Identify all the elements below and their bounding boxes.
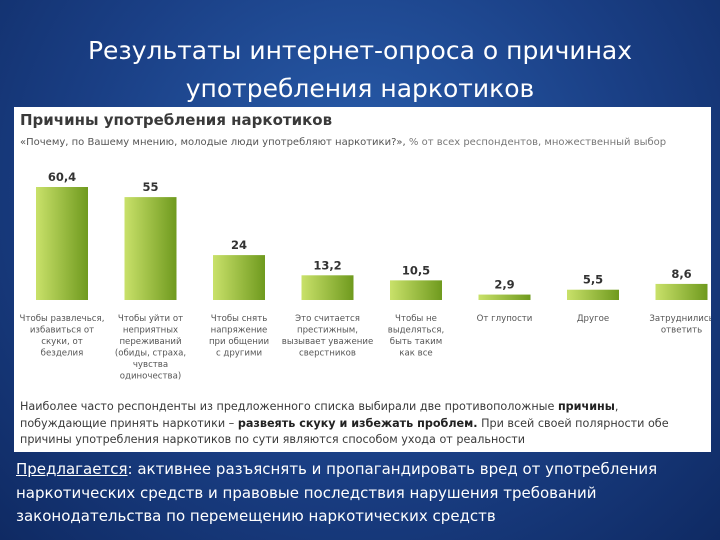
note-bold-2: развеять скуку и избежать проблем. — [237, 416, 478, 430]
bar-value-label-6: 2,9 — [494, 278, 514, 292]
chart-panel: Причины употребления наркотиков «Почему,… — [14, 107, 711, 452]
bar-4 — [301, 275, 354, 300]
note-part-3: При всей своей полярности обе причины уп… — [20, 416, 669, 447]
bar-1 — [36, 187, 88, 300]
bar-value-label-2: 55 — [142, 180, 158, 194]
bar-5 — [390, 280, 442, 300]
bar-value-label-5: 10,5 — [402, 263, 430, 277]
category-label-1: Чтобы развлечься, избавиться от скуки, от б… — [20, 314, 105, 359]
note-bold-1: причины — [557, 400, 615, 413]
category-label-3: Чтобы снять напряжение при общении с другим… — [209, 314, 269, 359]
bar-2 — [124, 197, 177, 300]
bar-value-label-7: 5,5 — [583, 273, 603, 287]
slide-title-line-2: употребления наркотиков — [185, 74, 535, 103]
bar-value-label-1: 60,4 — [48, 170, 76, 184]
category-label-2: Чтобы уйти от неприятных переживаний (обиды… — [115, 314, 186, 382]
chart-subtitle: «Почему, по Вашему мнению, молодые люди … — [20, 137, 710, 148]
bar-3 — [213, 255, 265, 300]
chart-note: Наиболее часто респонденты из предложенн… — [20, 399, 708, 449]
bar-8 — [655, 283, 708, 300]
category-label-4: Это считается престижным, вызывает уважени… — [282, 314, 374, 359]
category-label-6: От глупости — [477, 314, 533, 324]
slide-title: Результаты интернет-опроса о причинах уп… — [0, 32, 720, 108]
note-part-1: Наиболее часто респонденты из предложенн… — [20, 400, 555, 413]
bar-value-label-4: 13,2 — [313, 258, 341, 272]
bar-value-label-3: 24 — [231, 238, 247, 252]
category-label-7: Другое — [577, 314, 609, 324]
category-label-8: Затруднились ответить — [649, 314, 711, 336]
chart-title: Причины употребления наркотиков — [20, 111, 333, 129]
bar-chart: 60,4 Чтобы развлечься, избавиться от скуки,… — [20, 170, 711, 382]
chart-subtitle-note: % от всех респондентов, множественный вы… — [408, 137, 667, 148]
proposal-body: : активнее разъяснять и пропагандировать… — [16, 460, 658, 525]
proposal-lead: Предлагается — [16, 460, 128, 478]
bar-value-label-8: 8,6 — [671, 267, 691, 281]
proposal-text: Предлагается: активнее разъяснять и проп… — [16, 458, 706, 529]
chart-question: «Почему, по Вашему мнению, молодые люди … — [20, 137, 406, 148]
bar-6 — [478, 294, 531, 300]
category-label-5: Чтобы не выделяться, быть таким как все — [388, 314, 444, 359]
slide-title-line-1: Результаты интернет-опроса о причинах — [87, 36, 633, 65]
bar-7 — [567, 289, 619, 300]
note-part-2: , побуждающие принять наркотики – — [20, 400, 619, 430]
